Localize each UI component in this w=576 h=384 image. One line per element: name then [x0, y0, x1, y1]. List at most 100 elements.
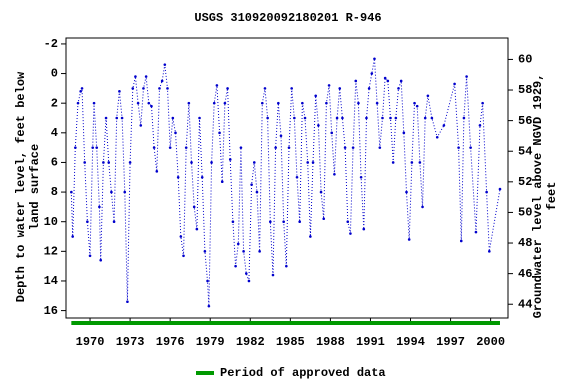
data-point [295, 175, 299, 179]
data-point [269, 220, 272, 224]
data-point [303, 116, 307, 120]
data-point [192, 205, 196, 209]
data-point [298, 220, 301, 224]
data-point [274, 146, 277, 149]
y2-tick-label: 50 [518, 206, 532, 220]
data-point [277, 101, 280, 105]
data-point [325, 101, 328, 105]
data-point [158, 87, 161, 90]
x-tick-label: 1982 [236, 335, 265, 349]
data-point [397, 87, 400, 90]
y2-tick-label: 54 [518, 144, 532, 158]
data-point [430, 116, 434, 120]
data-point [168, 146, 172, 149]
data-point [478, 124, 482, 127]
y-tick-label: 2 [51, 96, 58, 110]
data-point [195, 227, 199, 231]
x-tick-label: 1988 [316, 335, 345, 349]
data-point [309, 235, 312, 238]
data-point [314, 94, 318, 98]
data-point [322, 217, 326, 221]
data-point [399, 79, 403, 83]
data-point [107, 161, 111, 164]
data-point [71, 235, 74, 238]
data-point [462, 116, 466, 120]
y-tick-label: -2 [44, 37, 58, 51]
data-point [80, 87, 84, 90]
data-point [357, 101, 360, 105]
data-point [341, 116, 344, 120]
data-point [349, 232, 352, 235]
data-point [182, 254, 185, 258]
data-point [247, 279, 251, 283]
data-point [260, 101, 264, 105]
x-tick-label: 1991 [356, 335, 385, 349]
data-point [453, 82, 456, 86]
y2-axis-label: Groundwater level above NGVD 1929, feet [531, 73, 559, 319]
data-point [301, 101, 304, 105]
data-point [112, 220, 116, 224]
data-point [152, 146, 156, 149]
data-point [184, 146, 188, 149]
data-point [394, 116, 398, 120]
data-point [413, 101, 416, 105]
data-point [386, 79, 390, 83]
data-point [115, 116, 119, 120]
data-point [319, 190, 323, 194]
data-point [220, 180, 224, 184]
data-point [389, 116, 392, 120]
data-point [95, 146, 99, 149]
data-point [271, 273, 275, 277]
series-line [70, 58, 501, 307]
data-point [190, 161, 193, 164]
x-tick-label: 1979 [196, 335, 225, 349]
data-point [426, 94, 430, 98]
data-point [110, 190, 113, 194]
data-point [381, 116, 384, 120]
data-point [333, 172, 336, 176]
data-point [367, 87, 371, 90]
data-point [362, 227, 366, 231]
y-axis-label: Depth to water level, feet below land su… [14, 71, 42, 303]
data-point [290, 87, 293, 90]
data-point [242, 250, 245, 253]
data-point [407, 238, 411, 241]
data-point [421, 205, 424, 209]
data-point [207, 304, 211, 308]
data-point [203, 250, 207, 253]
data-point [139, 124, 143, 127]
data-point [99, 258, 103, 262]
y2-tick-label: 58 [518, 83, 532, 97]
data-point [359, 175, 363, 179]
data-point [228, 158, 232, 161]
data-point [120, 116, 124, 120]
y-tick-label: 4 [51, 126, 58, 140]
data-point [306, 161, 309, 164]
data-point [469, 146, 472, 149]
data-point [136, 101, 140, 105]
data-point [279, 134, 283, 138]
data-point [236, 242, 240, 246]
data-point [118, 90, 121, 93]
data-point [155, 170, 159, 173]
data-point [166, 87, 169, 90]
x-tick-label: 1997 [436, 335, 465, 349]
data-point [423, 116, 427, 120]
x-tick-label: 1970 [76, 335, 105, 349]
data-point [481, 101, 484, 105]
data-point [255, 190, 259, 194]
data-point [317, 124, 320, 127]
data-point [70, 190, 73, 194]
data-point [330, 131, 334, 135]
data-point [212, 101, 216, 105]
data-point [200, 175, 204, 179]
data-point [176, 175, 180, 179]
data-point [457, 146, 460, 149]
data-point [442, 124, 446, 127]
x-tick-label: 1994 [396, 335, 425, 349]
data-point [266, 116, 269, 120]
data-point [346, 220, 350, 224]
data-point [134, 75, 137, 78]
